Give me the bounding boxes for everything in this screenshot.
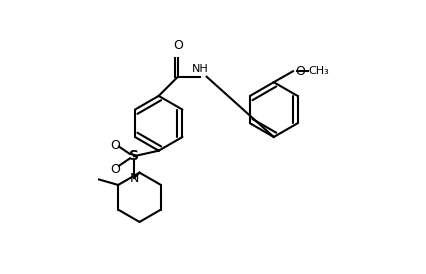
Text: NH: NH (191, 64, 208, 74)
Text: N: N (129, 172, 138, 185)
Text: S: S (129, 149, 139, 163)
Text: CH₃: CH₃ (307, 66, 328, 76)
Text: O: O (109, 139, 120, 152)
Text: O: O (173, 39, 182, 52)
Text: O: O (295, 65, 305, 78)
Text: O: O (109, 163, 120, 176)
